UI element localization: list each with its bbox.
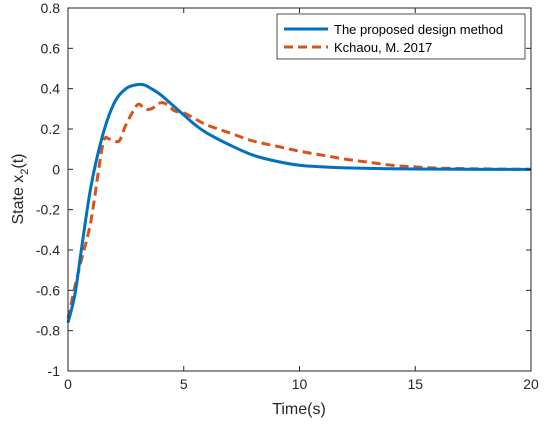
y-tick-label-2: -0.6 xyxy=(36,282,60,298)
y-axis-label-subscript: 2 xyxy=(19,169,31,175)
x-axis-label: Time(s) xyxy=(272,401,326,418)
series-line-1 xyxy=(66,101,532,319)
y-tick-label-0: -1 xyxy=(48,363,61,379)
y-tick-label-3: -0.4 xyxy=(36,242,60,258)
y-axis-label-suffix: (t) xyxy=(10,153,27,168)
legend: The proposed design method Kchaou, M. 20… xyxy=(276,13,526,60)
y-axis-label-main: State x xyxy=(10,175,27,225)
legend-label-kchaou: Kchaou, M. 2017 xyxy=(334,40,432,55)
x-tick-label-0: 0 xyxy=(64,376,72,392)
y-tick-label-9: 0.8 xyxy=(41,0,61,16)
x-tick-label-2: 10 xyxy=(292,376,308,392)
legend-label-proposed: The proposed design method xyxy=(334,22,503,37)
y-axis-label: State x2(t) xyxy=(10,153,31,224)
y-tick-label-5: 0 xyxy=(52,161,60,177)
y-tick-label-1: -0.8 xyxy=(36,323,60,339)
plot-area xyxy=(68,8,531,371)
x-tick-label-1: 5 xyxy=(180,376,188,392)
y-tick-label-8: 0.6 xyxy=(41,40,61,56)
x-tick-label-4: 20 xyxy=(523,376,539,392)
tick-layer: 0 5 10 15 20 -1 -0.8 -0.6 -0.4 -0.2 0 0.2 0.4 0.6 0.8 xyxy=(36,0,539,392)
series-layer xyxy=(66,82,532,323)
series-line-0 xyxy=(66,82,532,323)
y-tick-label-7: 0.4 xyxy=(41,81,61,97)
y-tick-label-6: 0.2 xyxy=(41,121,61,137)
x-tick-label-3: 15 xyxy=(407,376,423,392)
legend-box xyxy=(276,13,526,60)
y-tick-label-4: -0.2 xyxy=(36,202,60,218)
